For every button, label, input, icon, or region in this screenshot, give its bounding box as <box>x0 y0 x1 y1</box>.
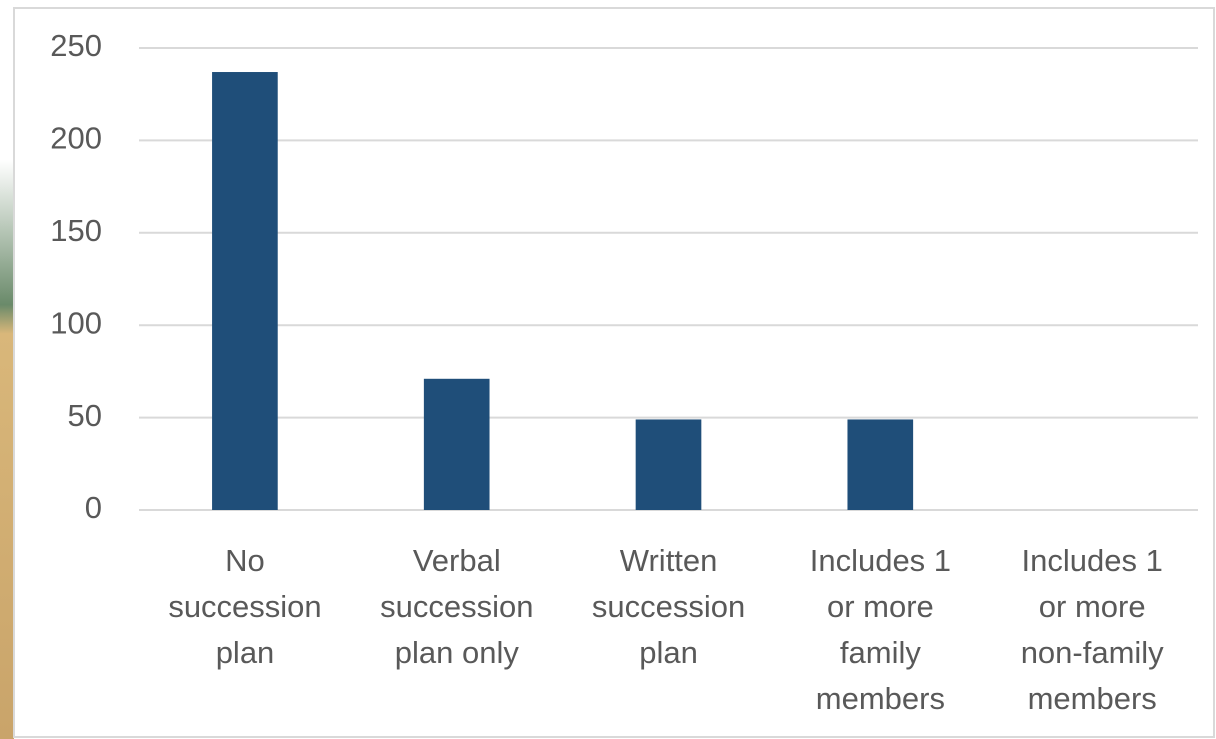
x-tick-label: Includes 1 or more family members <box>809 543 952 716</box>
background-strip <box>0 160 14 739</box>
bar <box>423 378 490 510</box>
x-tick-label: No succession plan <box>168 543 322 670</box>
y-tick-label: 100 <box>50 305 102 340</box>
y-tick-label: 150 <box>50 213 102 248</box>
bar <box>635 419 702 510</box>
bar <box>212 72 278 511</box>
y-tick-label: 50 <box>68 398 102 433</box>
y-tick-label: 250 <box>50 28 102 63</box>
y-tick-label: 0 <box>85 490 102 525</box>
x-tick-label: Includes 1 or more non-family members <box>1020 543 1164 716</box>
x-tick-label: Verbal succession plan only <box>380 543 534 670</box>
x-tick-label: Written succession plan <box>591 543 746 670</box>
y-tick-label: 200 <box>50 121 102 156</box>
bar <box>847 419 914 510</box>
